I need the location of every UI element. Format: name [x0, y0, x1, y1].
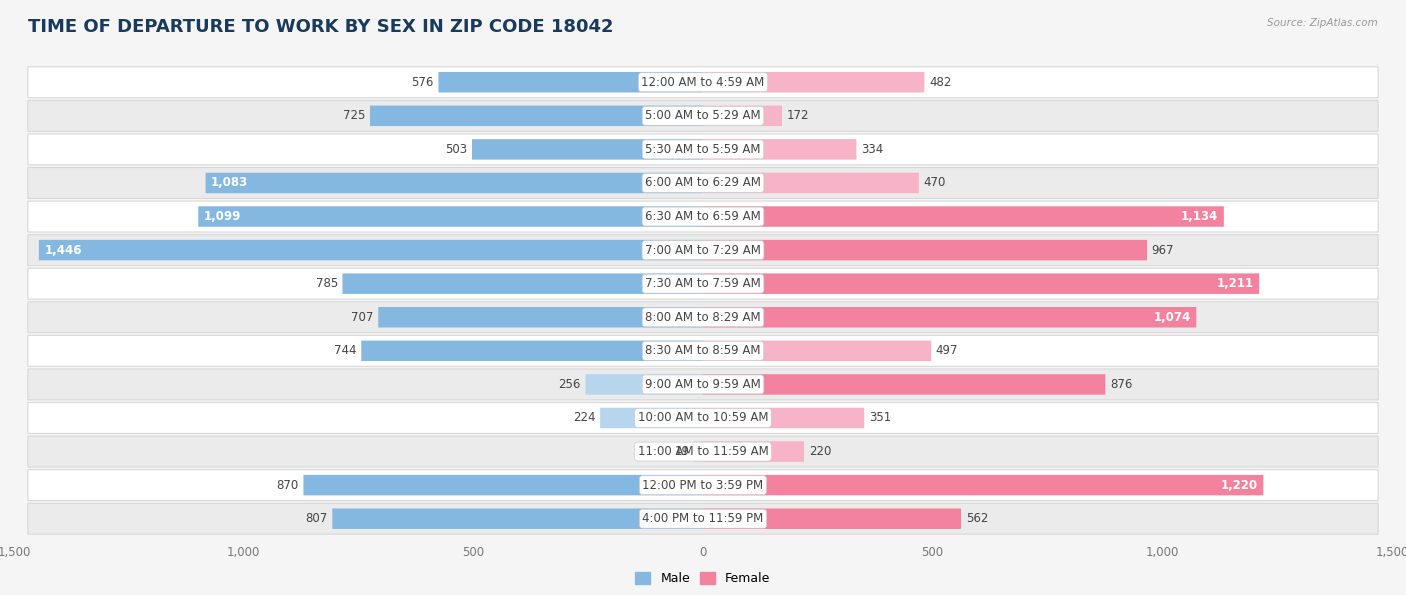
Text: 1,083: 1,083: [211, 177, 249, 189]
FancyBboxPatch shape: [703, 139, 856, 159]
FancyBboxPatch shape: [28, 201, 1378, 232]
Text: 19: 19: [675, 445, 690, 458]
FancyBboxPatch shape: [472, 139, 703, 159]
FancyBboxPatch shape: [703, 441, 804, 462]
Text: 876: 876: [1109, 378, 1132, 391]
FancyBboxPatch shape: [703, 105, 782, 126]
FancyBboxPatch shape: [378, 307, 703, 327]
Text: 807: 807: [305, 512, 328, 525]
Text: 707: 707: [352, 311, 374, 324]
Text: 785: 785: [315, 277, 337, 290]
Text: 9:00 AM to 9:59 AM: 9:00 AM to 9:59 AM: [645, 378, 761, 391]
FancyBboxPatch shape: [370, 105, 703, 126]
Text: 482: 482: [929, 76, 952, 89]
FancyBboxPatch shape: [703, 173, 920, 193]
FancyBboxPatch shape: [703, 475, 1264, 496]
Text: 497: 497: [936, 345, 959, 358]
FancyBboxPatch shape: [585, 374, 703, 394]
Text: 220: 220: [808, 445, 831, 458]
Text: 576: 576: [412, 76, 434, 89]
Text: Source: ZipAtlas.com: Source: ZipAtlas.com: [1267, 18, 1378, 28]
Text: 351: 351: [869, 412, 891, 424]
Text: 10:00 AM to 10:59 AM: 10:00 AM to 10:59 AM: [638, 412, 768, 424]
Text: 6:30 AM to 6:59 AM: 6:30 AM to 6:59 AM: [645, 210, 761, 223]
FancyBboxPatch shape: [39, 240, 703, 261]
Text: 1,099: 1,099: [204, 210, 240, 223]
Text: 725: 725: [343, 109, 366, 123]
FancyBboxPatch shape: [28, 134, 1378, 165]
Text: 503: 503: [446, 143, 467, 156]
FancyBboxPatch shape: [198, 206, 703, 227]
FancyBboxPatch shape: [28, 369, 1378, 400]
FancyBboxPatch shape: [28, 469, 1378, 500]
FancyBboxPatch shape: [304, 475, 703, 496]
Text: 12:00 PM to 3:59 PM: 12:00 PM to 3:59 PM: [643, 478, 763, 491]
FancyBboxPatch shape: [703, 509, 962, 529]
Text: 8:30 AM to 8:59 AM: 8:30 AM to 8:59 AM: [645, 345, 761, 358]
FancyBboxPatch shape: [28, 234, 1378, 265]
FancyBboxPatch shape: [332, 509, 703, 529]
FancyBboxPatch shape: [343, 274, 703, 294]
FancyBboxPatch shape: [28, 302, 1378, 333]
Text: 870: 870: [277, 478, 299, 491]
Text: 6:00 AM to 6:29 AM: 6:00 AM to 6:29 AM: [645, 177, 761, 189]
FancyBboxPatch shape: [28, 436, 1378, 467]
Text: 5:00 AM to 5:29 AM: 5:00 AM to 5:29 AM: [645, 109, 761, 123]
Text: 224: 224: [574, 412, 596, 424]
FancyBboxPatch shape: [695, 441, 703, 462]
FancyBboxPatch shape: [439, 72, 703, 92]
Text: 7:00 AM to 7:29 AM: 7:00 AM to 7:29 AM: [645, 243, 761, 256]
Text: 256: 256: [558, 378, 581, 391]
Text: 1,134: 1,134: [1181, 210, 1219, 223]
Text: 12:00 AM to 4:59 AM: 12:00 AM to 4:59 AM: [641, 76, 765, 89]
FancyBboxPatch shape: [28, 268, 1378, 299]
FancyBboxPatch shape: [28, 503, 1378, 534]
Text: TIME OF DEPARTURE TO WORK BY SEX IN ZIP CODE 18042: TIME OF DEPARTURE TO WORK BY SEX IN ZIP …: [28, 18, 613, 36]
FancyBboxPatch shape: [703, 240, 1147, 261]
FancyBboxPatch shape: [703, 274, 1260, 294]
FancyBboxPatch shape: [703, 374, 1105, 394]
Legend: Male, Female: Male, Female: [630, 568, 776, 590]
Text: 5:30 AM to 5:59 AM: 5:30 AM to 5:59 AM: [645, 143, 761, 156]
Text: 1,220: 1,220: [1220, 478, 1258, 491]
Text: 1,446: 1,446: [45, 243, 82, 256]
Text: 172: 172: [786, 109, 808, 123]
FancyBboxPatch shape: [205, 173, 703, 193]
FancyBboxPatch shape: [28, 101, 1378, 131]
Text: 744: 744: [335, 345, 357, 358]
FancyBboxPatch shape: [361, 340, 703, 361]
Text: 967: 967: [1152, 243, 1174, 256]
FancyBboxPatch shape: [28, 336, 1378, 367]
Text: 1,074: 1,074: [1153, 311, 1191, 324]
Text: 4:00 PM to 11:59 PM: 4:00 PM to 11:59 PM: [643, 512, 763, 525]
Text: 334: 334: [860, 143, 883, 156]
FancyBboxPatch shape: [703, 206, 1223, 227]
FancyBboxPatch shape: [703, 340, 931, 361]
FancyBboxPatch shape: [28, 67, 1378, 98]
FancyBboxPatch shape: [28, 403, 1378, 433]
FancyBboxPatch shape: [703, 307, 1197, 327]
FancyBboxPatch shape: [703, 72, 924, 92]
Text: 470: 470: [924, 177, 946, 189]
FancyBboxPatch shape: [28, 168, 1378, 198]
FancyBboxPatch shape: [703, 408, 865, 428]
FancyBboxPatch shape: [600, 408, 703, 428]
Text: 11:00 AM to 11:59 AM: 11:00 AM to 11:59 AM: [638, 445, 768, 458]
Text: 562: 562: [966, 512, 988, 525]
Text: 7:30 AM to 7:59 AM: 7:30 AM to 7:59 AM: [645, 277, 761, 290]
Text: 1,211: 1,211: [1216, 277, 1254, 290]
Text: 8:00 AM to 8:29 AM: 8:00 AM to 8:29 AM: [645, 311, 761, 324]
